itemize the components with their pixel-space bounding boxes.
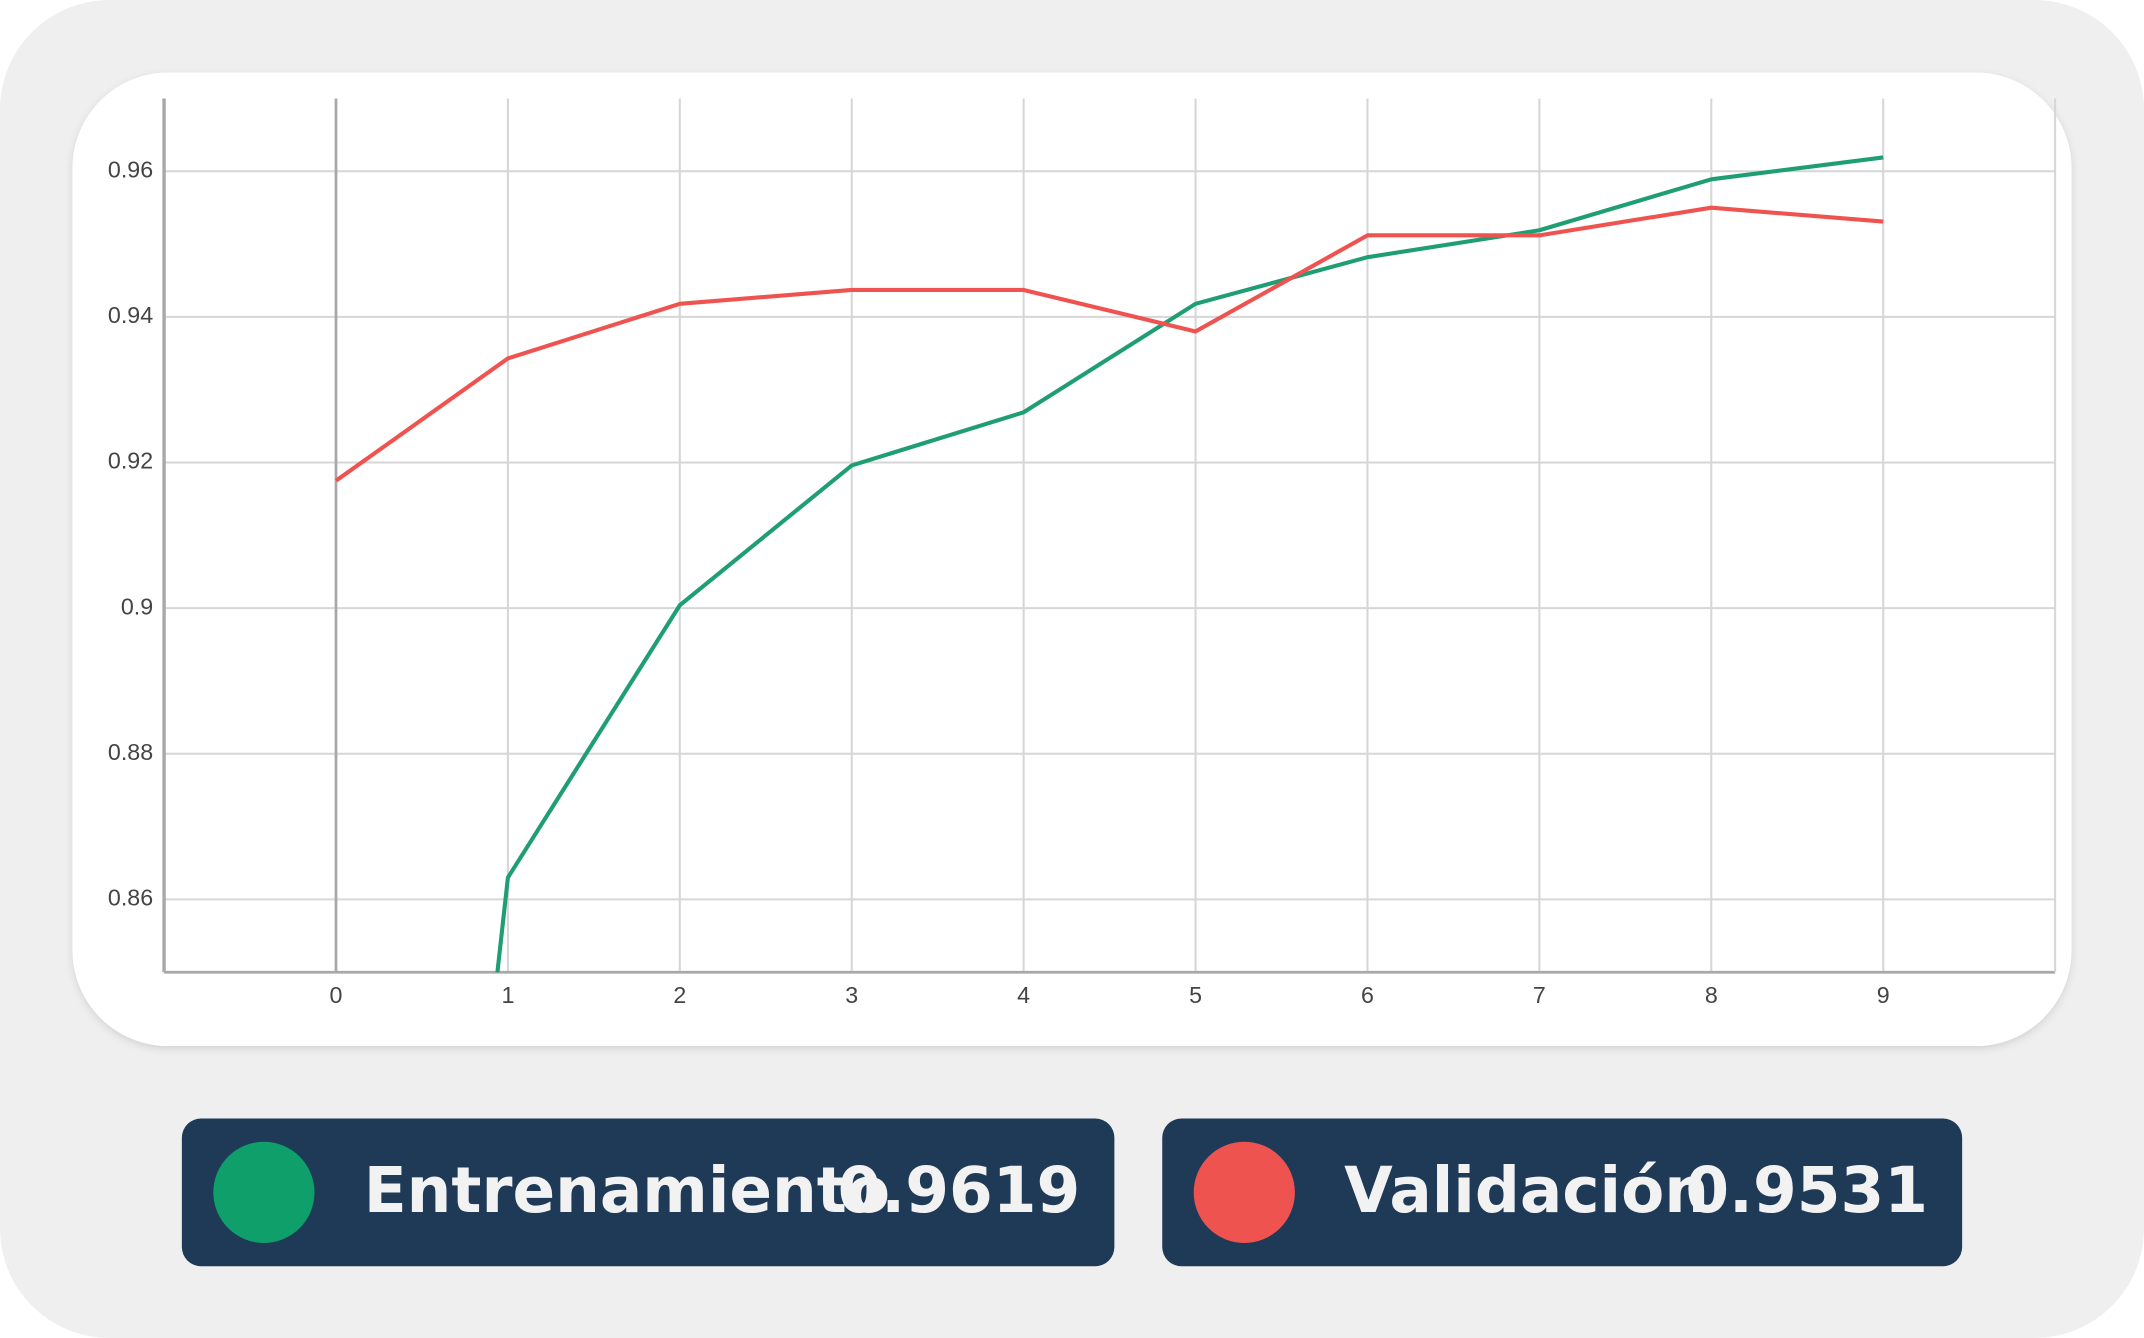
y-tick-label: 0.86	[108, 885, 153, 911]
x-tick-label: 3	[845, 982, 858, 1008]
x-tick-label: 4	[1017, 982, 1030, 1008]
legend-swatch	[1193, 1141, 1295, 1243]
x-tick-label: 0	[330, 982, 343, 1008]
plot	[334, 155, 1884, 973]
series-line	[334, 205, 1884, 483]
series-line	[495, 155, 1884, 973]
x-tick-label: 8	[1705, 982, 1718, 1008]
legend-swatch	[213, 1141, 315, 1243]
legend-item	[181, 1118, 1115, 1267]
y-tick-label: 0.92	[108, 448, 153, 474]
y-tick-label: 0.96	[108, 156, 153, 182]
y-tick-label: 0.9	[121, 593, 153, 619]
x-tick-label: 6	[1361, 982, 1374, 1008]
grid: 0.86 0.88 0.9 0.92 0.94 0.96 0 1 2 3 4 5 6 7 8 9	[108, 98, 2057, 1008]
y-tick-label: 0.88	[108, 739, 153, 765]
legend-item	[1162, 1118, 1963, 1267]
legend-label: Validación	[1344, 1154, 1709, 1227]
x-tick-label: 5	[1189, 982, 1202, 1008]
legend-value: 0.9531	[1685, 1154, 1928, 1227]
x-tick-label: 1	[501, 982, 514, 1008]
x-tick-label: 7	[1533, 982, 1546, 1008]
x-tick-label: 2	[673, 982, 686, 1008]
y-tick-label: 0.94	[108, 302, 153, 328]
legend-label: Entrenamiento	[364, 1154, 890, 1227]
x-tick-label: 9	[1877, 982, 1890, 1008]
legend-value: 0.9619	[838, 1154, 1081, 1227]
